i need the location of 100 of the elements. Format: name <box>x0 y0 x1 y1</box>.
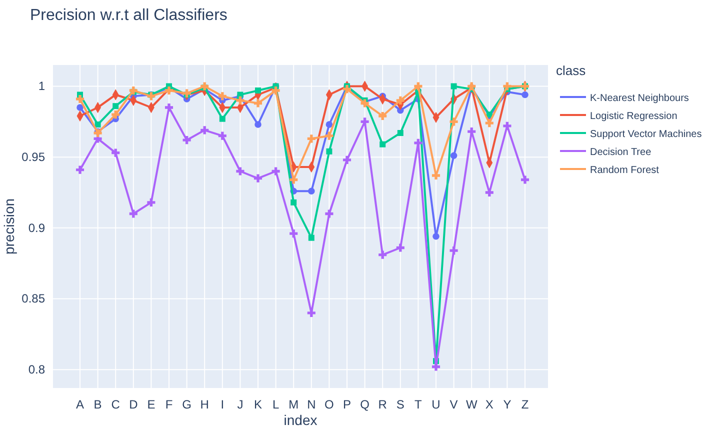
point <box>236 96 244 104</box>
point <box>200 82 209 90</box>
x-tick-label: Z <box>521 398 529 412</box>
y-tick-label: 0.85 <box>22 292 46 306</box>
point <box>360 118 369 126</box>
x-tick-label: J <box>237 398 244 412</box>
x-tick-label: B <box>94 398 102 412</box>
x-tick-label: U <box>432 398 440 412</box>
point <box>450 246 458 255</box>
point <box>468 128 476 136</box>
point <box>450 83 457 90</box>
point <box>182 89 191 98</box>
point <box>503 82 512 90</box>
point <box>254 99 262 108</box>
point <box>236 167 244 176</box>
point <box>147 198 156 206</box>
point <box>129 86 138 95</box>
point <box>326 121 333 128</box>
x-tick-label: A <box>76 398 84 412</box>
x-tick-label: E <box>147 398 156 412</box>
point <box>255 88 261 94</box>
point <box>290 176 298 184</box>
point <box>112 103 119 110</box>
point <box>308 188 315 194</box>
legend-title: class <box>556 63 586 78</box>
point <box>485 119 494 128</box>
point <box>94 122 101 128</box>
point <box>272 167 280 176</box>
point <box>200 126 209 134</box>
point <box>342 156 352 164</box>
point <box>76 104 84 111</box>
x-tick-label: X <box>485 398 494 412</box>
point <box>325 210 334 218</box>
point <box>503 122 512 130</box>
point <box>380 141 386 148</box>
point <box>342 85 352 94</box>
point <box>164 86 174 95</box>
x-tick-label: S <box>396 398 404 412</box>
point <box>396 96 404 104</box>
point <box>307 134 316 143</box>
y-tick-label: 0.8 <box>28 362 46 376</box>
y-tick-label: 1 <box>38 79 46 94</box>
point <box>254 121 262 128</box>
point <box>396 244 404 252</box>
legend-label: K-Nearest Neighbours <box>590 93 689 104</box>
x-tick-label: G <box>182 398 192 412</box>
x-tick-label: D <box>129 398 138 412</box>
chart-title: Precision w.r.t all Classifiers <box>30 7 228 24</box>
legend-label: Decision Tree <box>590 147 652 158</box>
x-tick-label: P <box>342 398 352 412</box>
point <box>272 86 280 95</box>
x-tick-label: W <box>466 398 478 412</box>
point <box>520 176 530 184</box>
x-tick-label: Q <box>360 398 370 412</box>
legend-label: Logistic Regression <box>590 111 678 122</box>
point <box>129 210 138 218</box>
point <box>485 188 494 197</box>
x-tick-label: F <box>165 398 173 412</box>
x-tick-label: N <box>307 398 316 412</box>
point <box>254 174 262 182</box>
point <box>76 166 84 174</box>
x-tick-label: K <box>254 398 262 412</box>
y-tick-label: 0.95 <box>22 150 46 164</box>
point <box>397 130 404 136</box>
y-tick-label: 0.9 <box>28 220 46 235</box>
point <box>76 94 84 104</box>
point <box>414 82 422 90</box>
point <box>432 233 440 240</box>
point <box>432 362 440 371</box>
x-tick-label: O <box>324 398 334 412</box>
point <box>94 128 102 138</box>
point <box>182 136 191 144</box>
point <box>308 234 314 241</box>
x-tick-label: H <box>200 398 209 412</box>
point <box>112 148 120 157</box>
point <box>290 230 298 238</box>
point <box>450 152 458 160</box>
point <box>218 132 226 140</box>
point <box>325 132 334 140</box>
x-axis-title: index <box>284 412 318 428</box>
point <box>290 199 297 206</box>
x-tick-label: R <box>378 398 388 412</box>
x-tick-label: V <box>450 398 458 412</box>
x-tick-label: L <box>272 398 280 412</box>
legend-label: Support Vector Machines <box>590 129 702 140</box>
legend-label: Random Forest <box>590 165 660 176</box>
x-tick-label: C <box>111 398 120 412</box>
point <box>219 116 226 122</box>
point <box>326 148 332 154</box>
point <box>414 138 422 147</box>
x-tick-label: Y <box>503 398 512 412</box>
point <box>112 110 120 119</box>
point <box>378 112 387 120</box>
point <box>522 91 528 98</box>
y-axis-title: precision <box>1 198 17 255</box>
point <box>164 103 174 112</box>
point <box>378 250 387 259</box>
point <box>450 118 458 126</box>
x-tick-label: T <box>414 398 423 412</box>
x-tick-label: I <box>220 398 224 412</box>
